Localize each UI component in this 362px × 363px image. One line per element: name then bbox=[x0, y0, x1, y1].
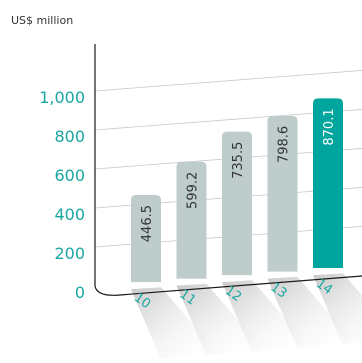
bar bbox=[313, 98, 343, 269]
bar-shadow bbox=[267, 276, 353, 349]
bar-value-label: 870.1 bbox=[322, 108, 337, 145]
bar-shadow bbox=[131, 287, 216, 360]
y-tick-label: 0 bbox=[75, 283, 85, 302]
bar-value-label: 599.2 bbox=[186, 172, 201, 209]
bar-value-labels: 446.5 599.2 735.5 798.6 870.1 bbox=[140, 108, 337, 242]
bars bbox=[131, 98, 343, 283]
bar-shadow bbox=[222, 280, 307, 353]
bar bbox=[131, 195, 161, 283]
gridline bbox=[94, 70, 362, 92]
y-tick-label: 1,000 bbox=[39, 88, 85, 107]
bar-shadows bbox=[131, 273, 362, 360]
bar bbox=[222, 131, 252, 276]
bar-shadow bbox=[176, 283, 262, 356]
bar-shadow bbox=[313, 273, 362, 346]
bar bbox=[267, 115, 298, 272]
y-tick-label: 400 bbox=[54, 205, 85, 224]
bar-value-label: 735.5 bbox=[231, 142, 246, 179]
y-tick-label: 600 bbox=[54, 166, 85, 185]
bar-value-label: 446.5 bbox=[140, 205, 155, 242]
y-tick-labels: 0 200 400 600 800 1,000 bbox=[39, 88, 85, 302]
bar-value-label: 798.6 bbox=[277, 126, 292, 163]
y-tick-label: 200 bbox=[54, 244, 85, 263]
bar bbox=[176, 161, 207, 279]
y-tick-label: 800 bbox=[54, 127, 85, 146]
x-axis-line bbox=[94, 275, 362, 296]
y-axis-unit-label: US$ million bbox=[11, 14, 73, 27]
